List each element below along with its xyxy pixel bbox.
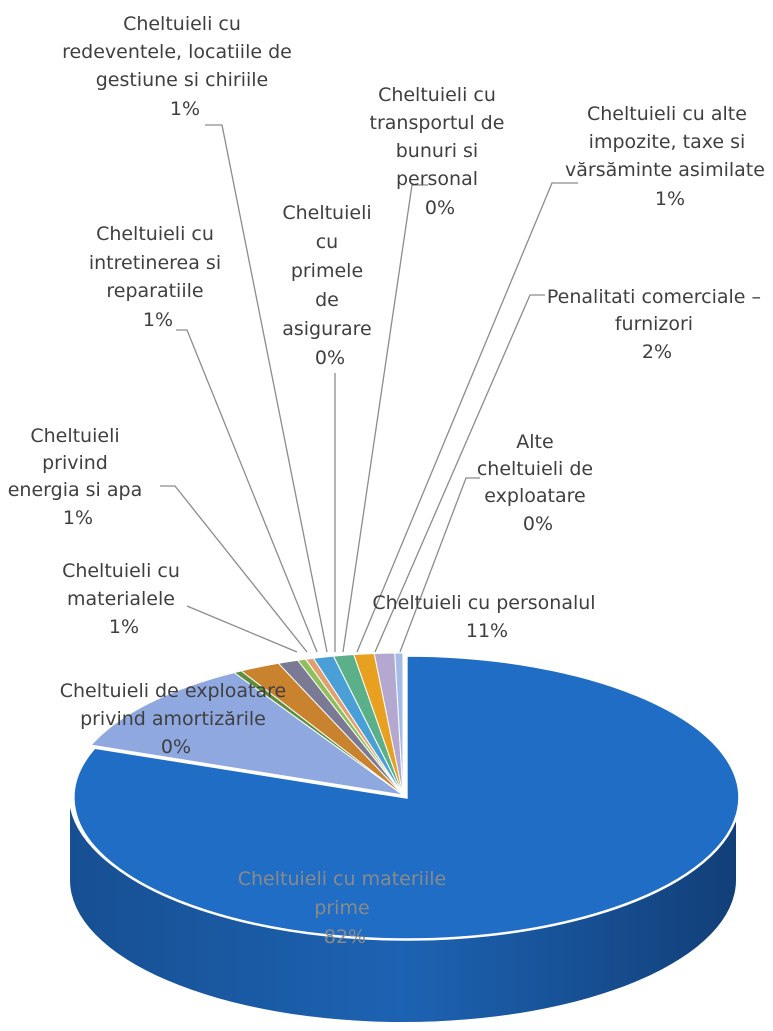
label-penalitati: Penalitati comerciale – furnizori 2%: [547, 286, 767, 363]
leader-line-materiale: [186, 605, 298, 653]
leader-line-alte: [399, 477, 480, 653]
label-personal: Cheltuieli cu personalul 11%: [372, 592, 601, 642]
pie-side-wall: [70, 795, 736, 1022]
category-labels: Cheltuieli cu redeventele, locatiile de …: [8, 13, 771, 948]
leader-line-transport: [342, 184, 428, 653]
leader-line-intretinere: [176, 329, 318, 653]
leader-line-energie: [160, 485, 308, 653]
label-asigurare: Cheltuieli cu primele de asigurare 0%: [282, 202, 378, 369]
label-transport: Cheltuieli cu transportul de bunuri si p…: [370, 84, 511, 219]
pie-slice-11: [394, 652, 404, 796]
pie-slices: [72, 652, 741, 941]
pie-slice-1: [90, 672, 404, 796]
label-amortizare: Cheltuieli de exploatare privind amortiz…: [60, 680, 293, 758]
leader-lines: [160, 124, 578, 653]
label-materiale: Cheltuieli cu materialele 1%: [62, 560, 186, 638]
label-impozite: Cheltuieli cu alte impozite, taxe si văr…: [565, 103, 771, 210]
pie-slice-0: [72, 654, 741, 941]
label-intretinere: Cheltuieli cu intretinerea si reparatiil…: [89, 223, 227, 331]
label-alte: Alte cheltuieli de exploatare 0%: [477, 431, 599, 535]
label-materii-prime: Cheltuieli cu materiile prime 82%: [238, 868, 453, 948]
leader-line-impozite: [356, 182, 578, 653]
leader-line-penalitati: [374, 294, 545, 653]
leader-line-redevente: [205, 124, 328, 653]
label-energie: Cheltuieli privind energia si apa 1%: [8, 425, 149, 529]
label-redevente: Cheltuieli cu redeventele, locatiile de …: [62, 13, 298, 120]
